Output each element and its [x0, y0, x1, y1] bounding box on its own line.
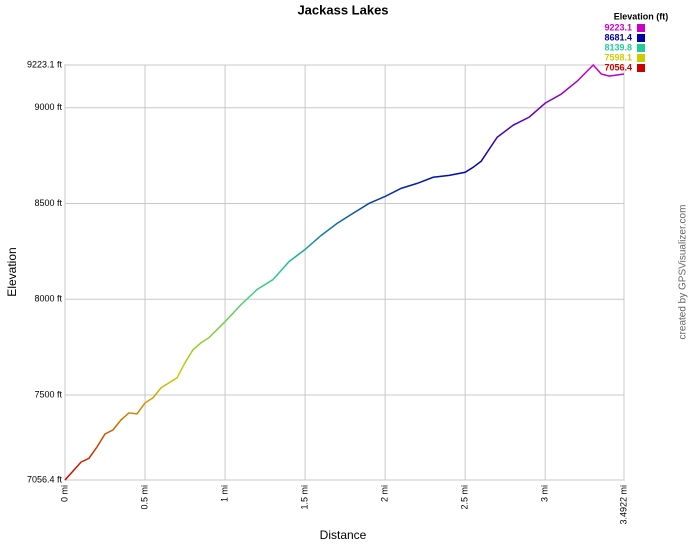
y-tick-label: 7500 ft: [34, 389, 62, 399]
credit: created by GPSVisualizer.com: [678, 205, 689, 340]
y-tick-label: 7056.4 ft: [27, 474, 63, 484]
x-tick-label: 2 mi: [380, 485, 390, 502]
plot-frame: [64, 64, 625, 481]
y-axis-label: Elevation: [5, 247, 19, 296]
legend-label: 8139.8: [604, 42, 632, 52]
legend-label: 9223.1: [604, 22, 632, 32]
x-tick-label: 0.5 mi: [139, 485, 149, 510]
legend-swatch: [637, 44, 645, 52]
legend-swatch: [637, 54, 645, 62]
legend-swatch: [637, 34, 645, 42]
elevation-line: [64, 63, 625, 481]
x-tick-label: 2.5 mi: [460, 485, 470, 510]
x-tick-label: 1.5 mi: [299, 485, 309, 510]
legend-label: 7598.1: [604, 52, 632, 62]
y-tick-label: 8500 ft: [34, 198, 62, 208]
x-tick-label: 1 mi: [219, 485, 229, 502]
chart-title: Jackass Lakes: [297, 2, 388, 17]
x-tick-label: 3.4922 mi: [618, 485, 628, 525]
legend-label: 7056.4: [604, 62, 632, 72]
legend-swatch: [637, 64, 645, 72]
y-tick-label: 9000 ft: [34, 102, 62, 112]
legend-swatch: [637, 24, 645, 32]
legend-label: 8681.4: [604, 32, 632, 42]
legend-title: Elevation (ft): [614, 11, 669, 21]
x-tick-label: 3 mi: [540, 485, 550, 502]
x-axis-label: Distance: [320, 528, 367, 542]
y-tick-label: 8000 ft: [34, 294, 62, 304]
y-tick-label: 9223.1 ft: [27, 59, 63, 69]
x-tick-label: 0 mi: [59, 485, 69, 502]
